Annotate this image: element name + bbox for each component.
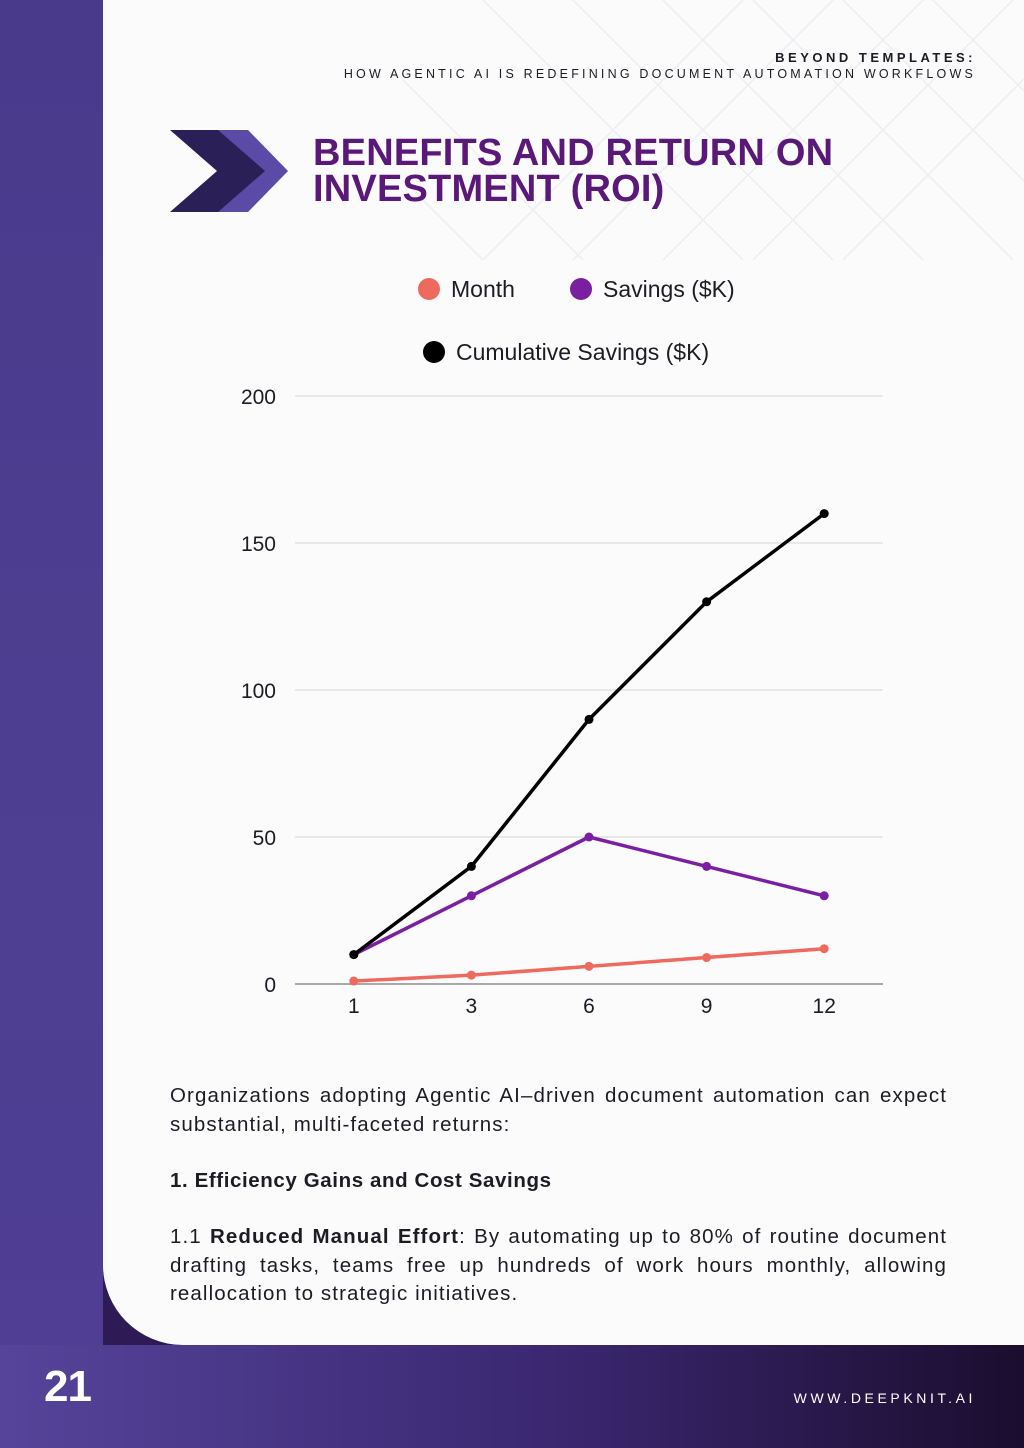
data-point (819, 944, 829, 954)
chart-series (349, 509, 829, 986)
item-text: : By automating up to 80% of routine doc… (170, 1225, 948, 1305)
website-link[interactable]: WWW.DEEPKNIT.AI (793, 1390, 976, 1406)
series-line (352, 512, 826, 956)
running-header: BEYOND TEMPLATES: HOW AGENTIC AI IS REDE… (344, 50, 976, 81)
chevron-arrow-icon (170, 130, 288, 212)
data-point (702, 861, 712, 871)
header-subtitle: HOW AGENTIC AI IS REDEFINING DOCUMENT AU… (343, 67, 976, 81)
legend-swatch (423, 341, 445, 363)
decorative-lines (402, 0, 1024, 260)
legend-label: Savings ($K) (603, 276, 735, 302)
legend-label: Month (451, 276, 515, 302)
data-point (819, 509, 829, 519)
data-point (349, 976, 359, 986)
intro-paragraph: Organizations adopting Agentic AI–driven… (170, 1084, 947, 1136)
x-axis-ticks: 1 3 6 9 12 (348, 995, 836, 1018)
header-title: BEYOND TEMPLATES: (775, 50, 976, 65)
chart-legend: Month Savings ($K) Cumulative Savings ($K) (418, 276, 735, 365)
data-point (584, 714, 594, 724)
legend-swatch (570, 278, 592, 300)
x-tick-label: 6 (583, 995, 595, 1018)
chart-grid (295, 395, 883, 985)
y-tick-label: 0 (264, 974, 276, 997)
y-tick-label: 200 (241, 386, 276, 409)
savings-line-chart: Month Savings ($K) Cumulative Savings ($K)… (241, 276, 883, 1018)
footer-band (0, 1345, 1024, 1448)
page-title: BENEFITS AND RETURN ON INVESTMENT (ROI) (313, 132, 913, 210)
item-paragraph: 1.1 Reduced Manual Effort: By automating… (170, 1223, 947, 1309)
page-content: BEYOND TEMPLATES: HOW AGENTIC AI IS REDE… (103, 0, 1024, 1345)
page-title-line2: INVESTMENT (ROI) (313, 168, 665, 210)
data-point (819, 891, 829, 901)
data-point (466, 861, 476, 871)
y-tick-label: 100 (241, 680, 276, 703)
data-point (584, 961, 594, 971)
x-tick-label: 12 (813, 995, 836, 1018)
x-tick-label: 1 (348, 995, 360, 1018)
y-axis-ticks: 0 50 100 150 200 (241, 386, 276, 997)
series-1 (349, 832, 829, 960)
x-tick-label: 9 (701, 995, 713, 1018)
legend-label: Cumulative Savings ($K) (456, 339, 709, 365)
section-heading: 1. Efficiency Gains and Cost Savings (170, 1169, 552, 1192)
data-point (466, 891, 476, 901)
y-tick-label: 50 (253, 827, 276, 850)
legend-swatch (418, 278, 440, 300)
data-point (702, 953, 712, 963)
x-tick-label: 3 (466, 995, 478, 1018)
series-0 (349, 944, 829, 986)
item-label: Reduced Manual Effort (210, 1225, 460, 1248)
sidebar-band (0, 0, 103, 1448)
data-point (702, 597, 712, 607)
page-number: 21 (44, 1362, 92, 1411)
data-point (584, 832, 594, 842)
data-point (466, 970, 476, 980)
series-line (353, 835, 825, 957)
page-title-line1: BENEFITS AND RETURN ON (313, 132, 834, 174)
y-tick-label: 150 (241, 533, 276, 556)
series-2 (349, 509, 829, 960)
item-number: 1.1 (170, 1225, 202, 1248)
data-point (349, 950, 359, 960)
